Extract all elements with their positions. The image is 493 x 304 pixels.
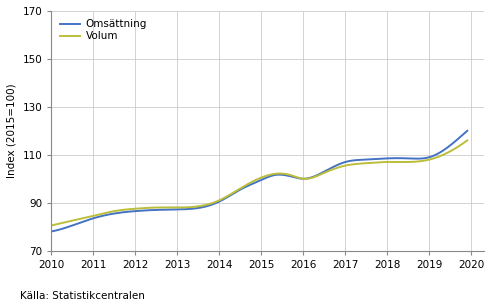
Omsättning <box>351 159 356 162</box>
Volum <box>351 162 356 166</box>
Volum <box>349 163 354 166</box>
Volum <box>184 206 190 209</box>
Line: Volum: Volum <box>51 140 467 226</box>
Legend: Omsättning, Volum: Omsättning, Volum <box>57 16 150 44</box>
Volum <box>48 224 54 227</box>
Omsättning <box>464 129 470 133</box>
Volum <box>310 176 316 179</box>
Omsättning <box>48 230 54 233</box>
Volum <box>213 200 219 204</box>
Omsättning <box>184 207 190 211</box>
Omsättning <box>213 201 219 205</box>
Volum <box>464 139 470 142</box>
Line: Omsättning: Omsättning <box>51 131 467 231</box>
Omsättning <box>349 159 354 163</box>
Text: Källa: Statistikcentralen: Källa: Statistikcentralen <box>20 291 144 301</box>
Volum <box>99 212 105 216</box>
Y-axis label: Index (2015=100): Index (2015=100) <box>7 84 17 178</box>
Omsättning <box>99 214 105 218</box>
Omsättning <box>310 175 316 179</box>
